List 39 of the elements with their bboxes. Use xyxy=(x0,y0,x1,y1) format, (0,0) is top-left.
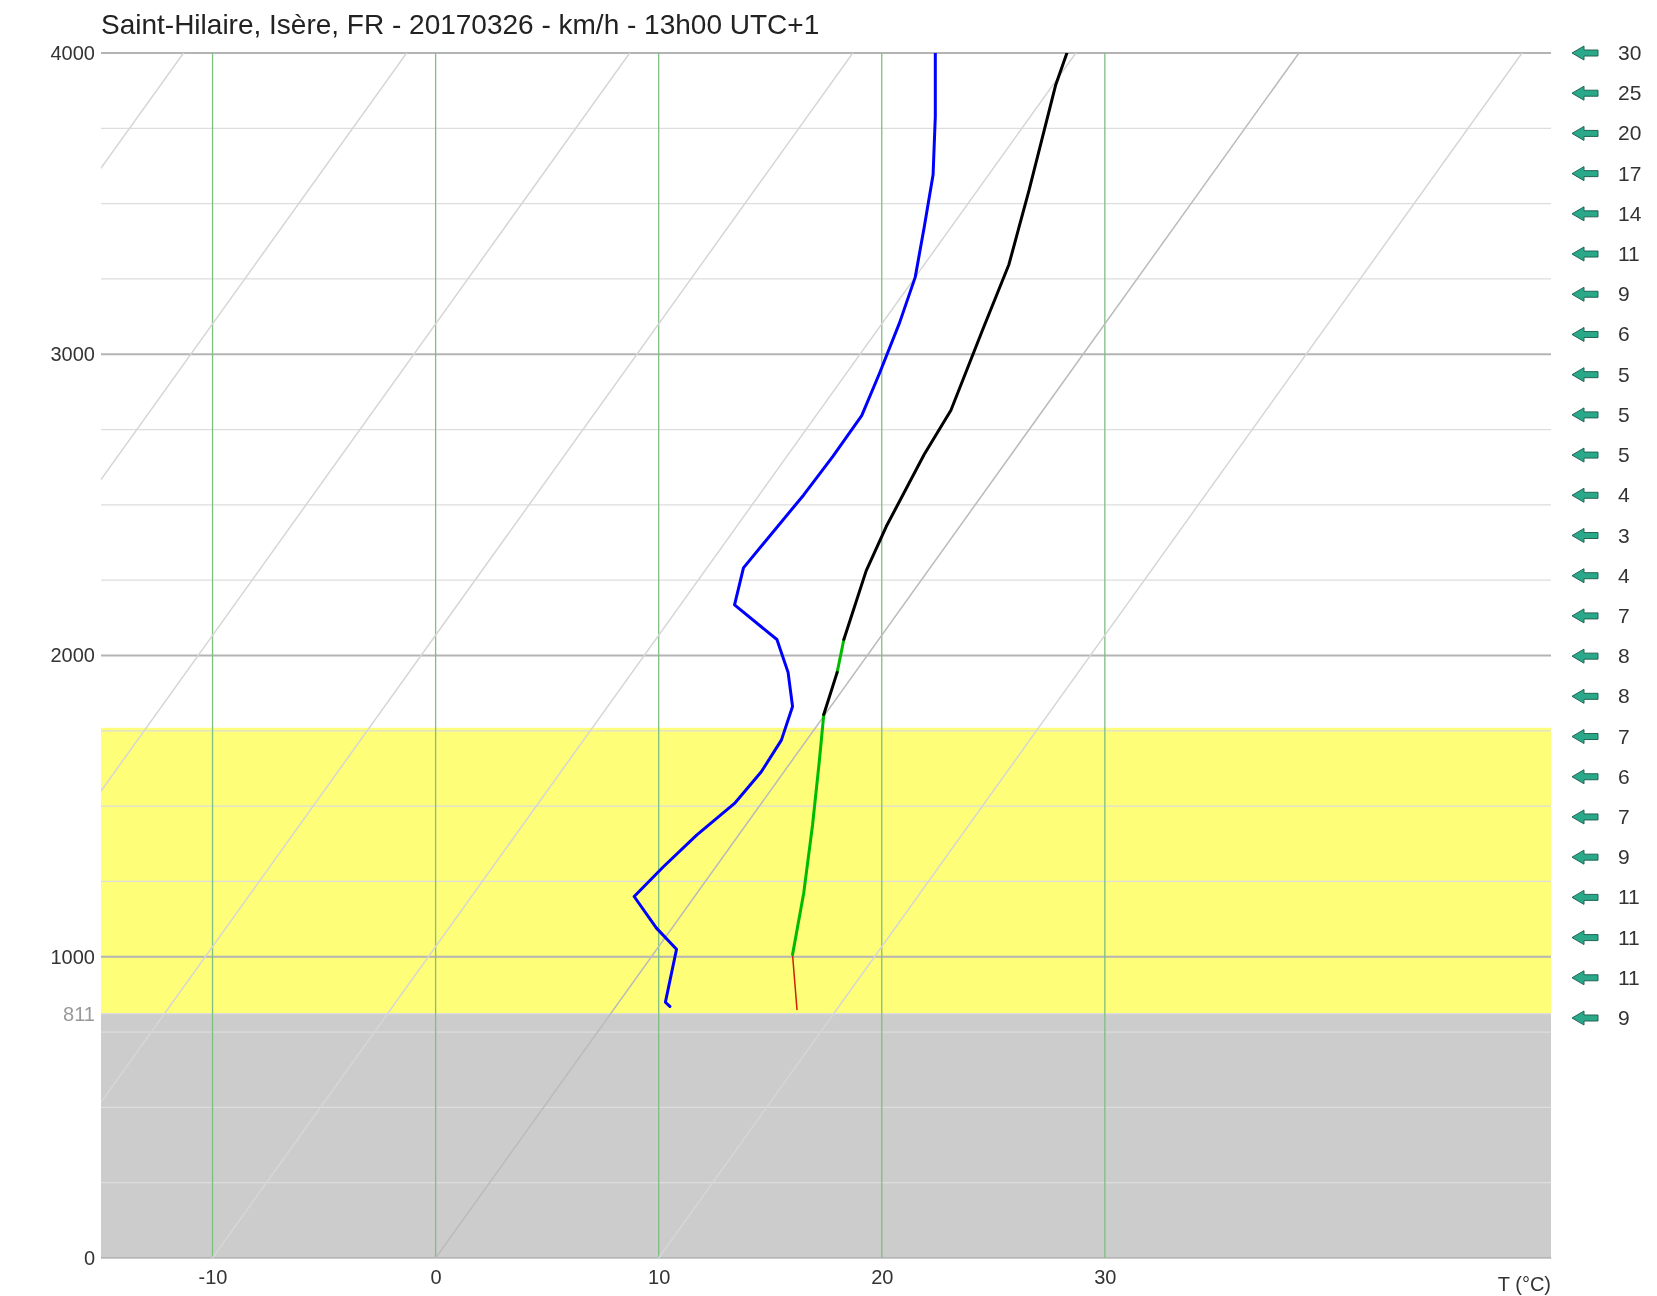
text: 7 xyxy=(1618,603,1630,627)
y-tick-label: 2000 xyxy=(50,644,95,667)
y-tick-label: 1000 xyxy=(50,945,95,968)
x-tick-label: 0 xyxy=(430,1266,442,1289)
text: 4 xyxy=(1618,563,1630,587)
text: 5 xyxy=(1618,402,1630,426)
text: 20 xyxy=(1618,121,1642,145)
text: 11 xyxy=(1618,885,1640,909)
y-tick-label: 3000 xyxy=(50,343,95,366)
x-tick-label: 20 xyxy=(871,1266,894,1289)
text: 9 xyxy=(1618,1006,1630,1029)
text: 25 xyxy=(1618,81,1642,105)
text: 3 xyxy=(1618,523,1630,547)
x-axis-title: T (°C) xyxy=(1497,1273,1551,1295)
text: 6 xyxy=(1618,764,1630,788)
text: 14 xyxy=(1618,201,1642,225)
text: 17 xyxy=(1618,161,1642,185)
x-tick-label: 30 xyxy=(1094,1266,1117,1289)
text: 8 xyxy=(1618,644,1630,668)
text: 11 xyxy=(1618,925,1640,949)
y-tick-label: 811 xyxy=(63,1002,95,1025)
line-series xyxy=(632,53,937,1008)
text: 8 xyxy=(1618,684,1630,708)
x-tick-label: 10 xyxy=(648,1266,671,1289)
x-tick-label: -10 xyxy=(198,1266,228,1289)
text: 5 xyxy=(1618,362,1630,386)
text: 5 xyxy=(1618,443,1630,467)
chart-title: Saint-Hilaire, Isère, FR - 20170326 - km/h - 13h00 UTC+1 xyxy=(101,9,820,40)
y-tick-label: 0 xyxy=(83,1246,95,1269)
text: 11 xyxy=(1618,242,1640,266)
text: 11 xyxy=(1618,965,1640,989)
text: 4 xyxy=(1618,483,1630,507)
text: 9 xyxy=(1618,282,1630,306)
text: 7 xyxy=(1618,724,1630,748)
text: 7 xyxy=(1618,804,1630,828)
y-tick-label: 4000 xyxy=(50,41,95,64)
text: 9 xyxy=(1618,845,1630,869)
text: 6 xyxy=(1618,322,1630,346)
text: 30 xyxy=(1618,41,1642,64)
